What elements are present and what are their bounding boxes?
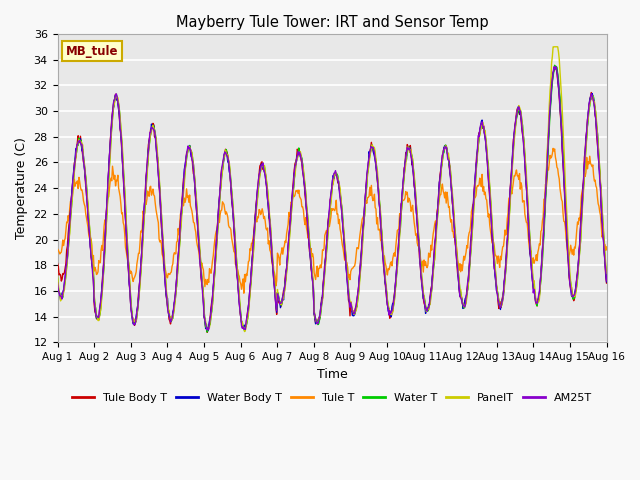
Y-axis label: Temperature (C): Temperature (C) bbox=[15, 137, 28, 239]
Title: Mayberry Tule Tower: IRT and Sensor Temp: Mayberry Tule Tower: IRT and Sensor Temp bbox=[176, 15, 488, 30]
X-axis label: Time: Time bbox=[317, 368, 348, 381]
Text: MB_tule: MB_tule bbox=[66, 45, 118, 58]
Legend: Tule Body T, Water Body T, Tule T, Water T, PanelT, AM25T: Tule Body T, Water Body T, Tule T, Water… bbox=[67, 389, 597, 408]
